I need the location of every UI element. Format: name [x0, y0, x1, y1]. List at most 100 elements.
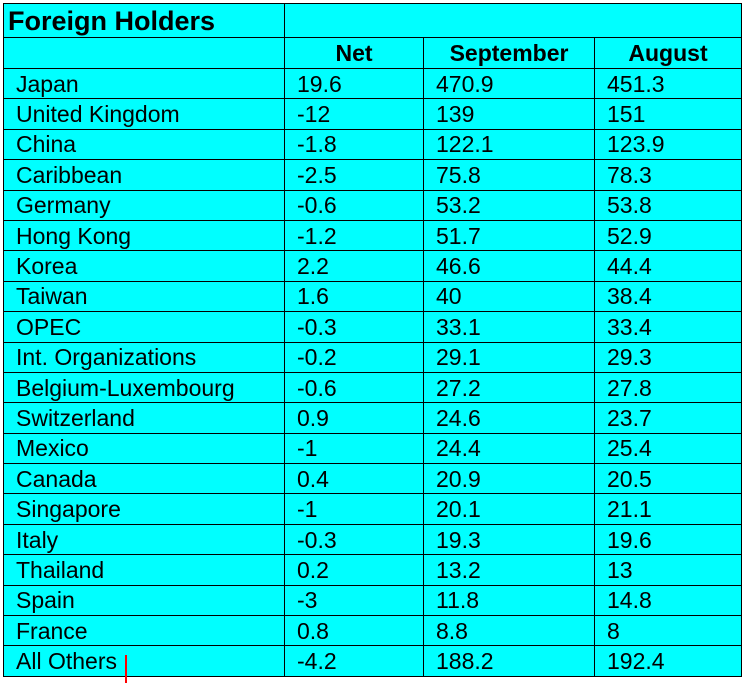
- cell-august: 20.5: [594, 463, 742, 495]
- cell-september: 20.1: [423, 493, 595, 525]
- cell-august: 13: [594, 554, 742, 586]
- table-row: All Others -4.2 188.2 192.4: [3, 645, 742, 677]
- cell-net: -4.2: [284, 645, 424, 677]
- cell-net: -0.6: [284, 371, 424, 404]
- cell-net: 0.4: [284, 463, 424, 495]
- cell-country: Japan: [3, 67, 285, 100]
- cell-net: -1.2: [284, 219, 424, 252]
- header-september: September: [423, 37, 595, 69]
- header-net: Net: [284, 37, 424, 69]
- header-country: [3, 37, 285, 69]
- table-row: Italy -0.3 19.3 19.6: [3, 523, 742, 556]
- cell-net: 0.9: [284, 402, 424, 434]
- table-row: Int. Organizations -0.2 29.1 29.3: [3, 341, 742, 373]
- cell-net: -12: [284, 98, 424, 130]
- cell-september: 40: [423, 280, 595, 313]
- cell-net: -3: [284, 584, 424, 617]
- cell-country: Int. Organizations: [3, 341, 285, 373]
- cell-net: -1.8: [284, 128, 424, 161]
- cell-august: 14.8: [594, 584, 742, 617]
- cell-net: 2.2: [284, 250, 424, 282]
- cell-country: Italy: [3, 523, 285, 556]
- cell-august: 21.1: [594, 493, 742, 525]
- cell-country: Belgium-Luxembourg: [3, 371, 285, 404]
- table-title: Foreign Holders: [3, 3, 285, 38]
- cell-net: 0.2: [284, 554, 424, 586]
- cell-country: France: [3, 615, 285, 647]
- table-row: Singapore -1 20.1 21.1: [3, 493, 742, 525]
- cell-net: 19.6: [284, 67, 424, 100]
- cell-september: 29.1: [423, 341, 595, 373]
- cell-august: 29.3: [594, 341, 742, 373]
- cell-september: 27.2: [423, 371, 595, 404]
- cell-country: All Others: [3, 645, 285, 677]
- cell-september: 51.7: [423, 219, 595, 252]
- cell-net: -0.6: [284, 189, 424, 221]
- cell-september: 470.9: [423, 67, 595, 100]
- table-row: Germany -0.6 53.2 53.8: [3, 189, 742, 221]
- cell-august: 53.8: [594, 189, 742, 221]
- cell-september: 19.3: [423, 523, 595, 556]
- cell-country: Germany: [3, 189, 285, 221]
- cell-september: 24.6: [423, 402, 595, 434]
- cell-september: 8.8: [423, 615, 595, 647]
- cell-country: China: [3, 128, 285, 161]
- cell-net: -0.2: [284, 341, 424, 373]
- cell-september: 24.4: [423, 432, 595, 465]
- cell-september: 188.2: [423, 645, 595, 677]
- table-row: Canada 0.4 20.9 20.5: [3, 463, 742, 495]
- cell-august: 19.6: [594, 523, 742, 556]
- cell-august: 44.4: [594, 250, 742, 282]
- table-row: Mexico -1 24.4 25.4: [3, 432, 742, 465]
- table-row: Hong Kong -1.2 51.7 52.9: [3, 219, 742, 252]
- cell-net: -0.3: [284, 311, 424, 343]
- table-row: Belgium-Luxembourg -0.6 27.2 27.8: [3, 371, 742, 404]
- cell-net: -2.5: [284, 159, 424, 191]
- cell-country: Singapore: [3, 493, 285, 525]
- cell-august: 151: [594, 98, 742, 130]
- table-row: China -1.8 122.1 123.9: [3, 128, 742, 161]
- title-row: Foreign Holders: [3, 3, 742, 38]
- cell-net: -1: [284, 493, 424, 525]
- cell-country: Canada: [3, 463, 285, 495]
- cell-country: Mexico: [3, 432, 285, 465]
- cell-august: 8: [594, 615, 742, 647]
- cell-net: 0.8: [284, 615, 424, 647]
- cell-net: -1: [284, 432, 424, 465]
- cell-country: United Kingdom: [3, 98, 285, 130]
- header-august: August: [594, 37, 742, 69]
- cell-september: 46.6: [423, 250, 595, 282]
- cell-country: Caribbean: [3, 159, 285, 191]
- cell-september: 11.8: [423, 584, 595, 617]
- title-empty-cell: [284, 3, 742, 38]
- cell-august: 451.3: [594, 67, 742, 100]
- cell-country: Taiwan: [3, 280, 285, 313]
- cell-september: 139: [423, 98, 595, 130]
- cell-country: Korea: [3, 250, 285, 282]
- table-row: Spain -3 11.8 14.8: [3, 584, 742, 617]
- table-row: OPEC -0.3 33.1 33.4: [3, 311, 742, 343]
- cell-country: OPEC: [3, 311, 285, 343]
- cell-august: 38.4: [594, 280, 742, 313]
- cell-september: 20.9: [423, 463, 595, 495]
- cell-august: 33.4: [594, 311, 742, 343]
- cell-net: 1.6: [284, 280, 424, 313]
- table-row: Thailand 0.2 13.2 13: [3, 554, 742, 586]
- cell-august: 52.9: [594, 219, 742, 252]
- cell-country: Spain: [3, 584, 285, 617]
- table-row: Korea 2.2 46.6 44.4: [3, 250, 742, 282]
- table-row: Japan 19.6 470.9 451.3: [3, 67, 742, 100]
- cell-september: 122.1: [423, 128, 595, 161]
- table-body: Foreign Holders Net September August Jap…: [3, 3, 742, 677]
- cell-country: Thailand: [3, 554, 285, 586]
- foreign-holders-table: Foreign Holders Net September August Jap…: [3, 3, 742, 677]
- table-row: United Kingdom -12 139 151: [3, 98, 742, 130]
- red-cursor-mark: [125, 655, 127, 683]
- cell-august: 23.7: [594, 402, 742, 434]
- table-row: Taiwan 1.6 40 38.4: [3, 280, 742, 313]
- table-row: Caribbean -2.5 75.8 78.3: [3, 159, 742, 191]
- cell-august: 27.8: [594, 371, 742, 404]
- cell-september: 13.2: [423, 554, 595, 586]
- table-row: Switzerland 0.9 24.6 23.7: [3, 402, 742, 434]
- cell-august: 25.4: [594, 432, 742, 465]
